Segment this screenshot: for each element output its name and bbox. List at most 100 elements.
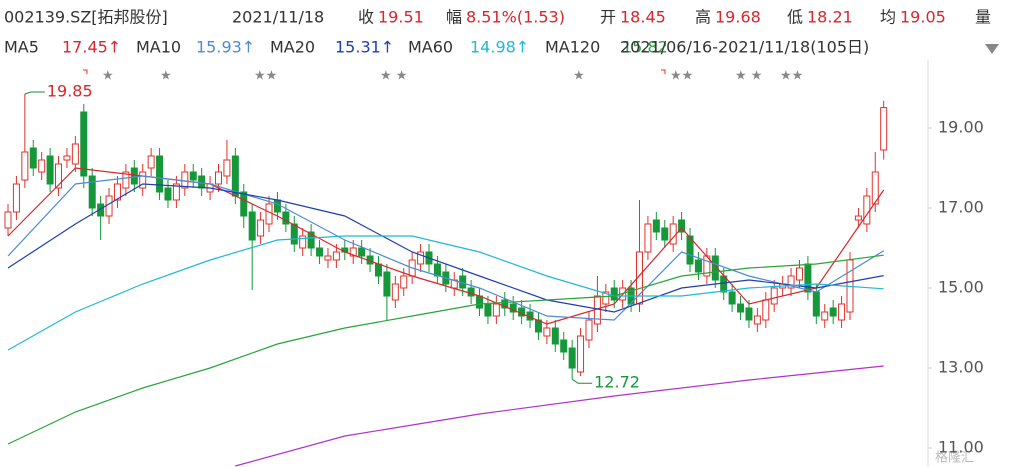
candle-body [737, 303, 745, 313]
event-markers: ⌝ ★ ★ ★★ ★ ★ ★ ⌝ ★★ ★ ★ ★★ [82, 68, 803, 84]
candle-body [669, 223, 677, 245]
field-value: 19.51 [378, 8, 424, 27]
y-tick-label: 11.00 [938, 438, 984, 457]
candle-body [383, 271, 391, 297]
watermark: 格隆汇 [935, 450, 974, 466]
candle-body [97, 203, 105, 217]
ma-line [7, 175, 885, 321]
candle-body [795, 267, 803, 281]
candle-body [644, 223, 652, 253]
candle-body [417, 251, 425, 265]
candle-body [88, 175, 96, 209]
legend-name: MA20 [270, 38, 315, 57]
ma-line [7, 235, 884, 351]
candle-body [299, 235, 307, 249]
ma-line [7, 183, 884, 313]
candle-body [686, 235, 694, 265]
field-value: 19.68 [715, 8, 761, 27]
candle-body [307, 231, 315, 249]
candle-body [568, 347, 576, 369]
ma-line [7, 254, 884, 445]
candle-body [257, 219, 265, 237]
candle-body [282, 211, 290, 225]
candle-body [248, 211, 256, 241]
ma-line [7, 167, 885, 325]
annotation: 19.85 [47, 82, 93, 101]
legend-name: MA60 [408, 38, 453, 57]
candle-body [332, 251, 340, 261]
candle-body [172, 183, 180, 201]
candle-body [181, 171, 189, 189]
candle-body [273, 199, 281, 213]
svg-text:⌝: ⌝ [660, 68, 667, 84]
field-value: 8.51%(1.53) [466, 8, 565, 27]
candle-body [501, 299, 509, 309]
candle-body [147, 155, 155, 169]
candle-body [122, 171, 130, 189]
candle-body [560, 339, 568, 353]
y-tick-label: 17.00 [938, 198, 984, 217]
candle-body [433, 263, 441, 277]
field-value: 18.45 [620, 8, 666, 27]
legend-name: MA10 [136, 38, 181, 57]
date-range: 2021/06/16-2021/11/18(105日) [620, 38, 869, 57]
candle-body [812, 291, 820, 317]
dropdown-arrow[interactable] [985, 44, 999, 54]
legend-value: 14.98↑ [470, 38, 529, 57]
candle-body [21, 151, 29, 181]
candle-body [678, 219, 686, 233]
svg-text:★★: ★★ [670, 69, 693, 84]
candle-body [484, 303, 492, 317]
candle-body [871, 171, 879, 205]
candle-body [728, 291, 736, 305]
candle-body [854, 215, 862, 221]
svg-text:★ ★: ★ ★ [735, 69, 762, 84]
candle-body [787, 275, 795, 289]
candle-body [215, 171, 222, 185]
candle-body [240, 191, 248, 217]
candle-body [661, 227, 669, 241]
annotation-line [24, 91, 45, 95]
candle-body [38, 159, 46, 173]
candle-body [265, 203, 273, 225]
candle-body [349, 247, 357, 257]
legend-value: 15.93↑ [196, 38, 255, 57]
candle-body [770, 287, 778, 305]
candle-body [130, 167, 138, 185]
candle-body [46, 155, 54, 185]
candle-body [316, 247, 324, 257]
quote-date: 2021/11/18 [232, 8, 324, 27]
candle-body [551, 327, 559, 345]
candle-body [476, 295, 484, 309]
candle-body [509, 303, 517, 313]
legend-value: 15.31↑ [335, 38, 394, 57]
candle-body [4, 211, 12, 229]
candle-body [753, 315, 761, 325]
candle-body [652, 219, 660, 233]
candle-body [231, 155, 239, 197]
svg-text:★: ★ [160, 69, 172, 84]
candle-body [838, 303, 846, 321]
legend-value: 17.45↑ [62, 38, 121, 57]
candle-body [71, 143, 79, 165]
stock-code: 002139.SZ[拓邦股份] [4, 8, 168, 27]
candle-body [711, 255, 719, 281]
candle-body [585, 319, 593, 341]
svg-text:★: ★ [573, 69, 585, 84]
candle-body [324, 255, 332, 261]
candle-body [880, 107, 888, 151]
svg-text:★★: ★★ [254, 69, 277, 84]
candle-body [821, 311, 829, 321]
candle-body [829, 307, 837, 317]
field-value: 18.21 [807, 8, 853, 27]
candle-body [156, 155, 164, 193]
candle-body [610, 287, 618, 301]
candle-body [762, 299, 770, 321]
svg-text:★: ★ [102, 69, 114, 84]
candle-body [164, 187, 172, 201]
candle-body [602, 291, 610, 305]
legend-name: MA5 [4, 38, 39, 57]
field-label: 高 [695, 8, 711, 27]
candle-body [29, 147, 37, 169]
